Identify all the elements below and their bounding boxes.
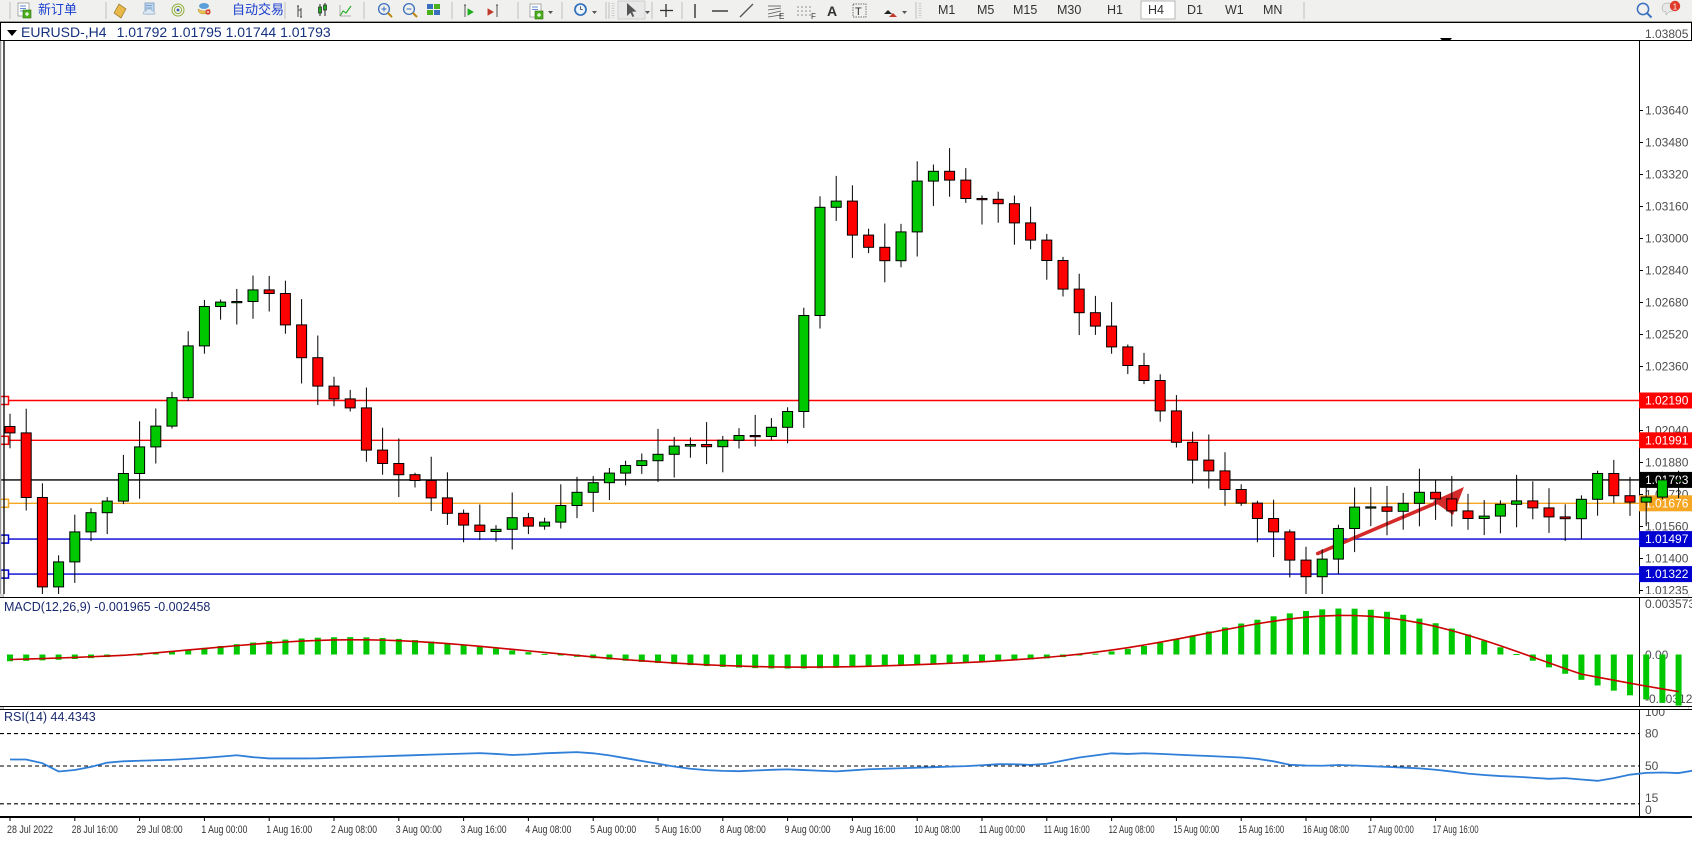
svg-text:10 Aug 08:00: 10 Aug 08:00 (914, 824, 960, 836)
svg-text:M1: M1 (938, 3, 955, 17)
svg-text:M15: M15 (1013, 3, 1037, 17)
svg-text:-0.003129: -0.003129 (1645, 692, 1692, 706)
svg-text:4 Aug 08:00: 4 Aug 08:00 (525, 824, 571, 836)
svg-text:5 Aug 16:00: 5 Aug 16:00 (655, 824, 701, 836)
svg-text:1 Aug 16:00: 1 Aug 16:00 (266, 824, 312, 836)
svg-text:1: 1 (1673, 2, 1678, 11)
svg-text:RSI(14) 44.4343: RSI(14) 44.4343 (4, 710, 96, 724)
svg-text:E: E (779, 12, 784, 21)
svg-text:D1: D1 (1187, 3, 1203, 17)
svg-text:A: A (827, 3, 837, 19)
svg-text:50: 50 (1645, 759, 1659, 773)
svg-text:28 Jul 16:00: 28 Jul 16:00 (72, 824, 118, 836)
svg-text:12 Aug 08:00: 12 Aug 08:00 (1109, 824, 1155, 836)
svg-text:1.02360: 1.02360 (1645, 360, 1689, 374)
svg-text:9 Aug 00:00: 9 Aug 00:00 (785, 824, 831, 836)
svg-text:1.01991: 1.01991 (1645, 433, 1689, 447)
svg-text:11 Aug 00:00: 11 Aug 00:00 (979, 824, 1025, 836)
svg-text:1.01400: 1.01400 (1645, 552, 1689, 566)
svg-text:15 Aug 00:00: 15 Aug 00:00 (1173, 824, 1219, 836)
svg-text:16 Aug 08:00: 16 Aug 08:00 (1303, 824, 1349, 836)
svg-text:新订单: 新订单 (38, 2, 77, 17)
svg-text:29 Jul 08:00: 29 Jul 08:00 (137, 824, 183, 836)
svg-text:28 Jul 2022: 28 Jul 2022 (7, 824, 53, 836)
svg-text:F: F (811, 12, 816, 21)
svg-text:17 Aug 00:00: 17 Aug 00:00 (1368, 824, 1414, 836)
svg-text:1.03160: 1.03160 (1645, 200, 1689, 214)
svg-text:1.02520: 1.02520 (1645, 328, 1689, 342)
svg-text:T: T (855, 6, 862, 18)
svg-text:1.01880: 1.01880 (1645, 456, 1689, 470)
svg-text:3 Aug 00:00: 3 Aug 00:00 (396, 824, 442, 836)
svg-text:1.02840: 1.02840 (1645, 264, 1689, 278)
svg-text:11 Aug 16:00: 11 Aug 16:00 (1044, 824, 1090, 836)
svg-text:1 Aug 00:00: 1 Aug 00:00 (201, 824, 247, 836)
svg-text:1.03640: 1.03640 (1645, 104, 1689, 118)
svg-text:H4: H4 (1148, 3, 1164, 17)
svg-text:0.003573: 0.003573 (1645, 598, 1692, 611)
svg-text:H1: H1 (1107, 3, 1123, 17)
svg-text:8 Aug 08:00: 8 Aug 08:00 (720, 824, 766, 836)
svg-text:100: 100 (1645, 710, 1665, 719)
svg-text:17 Aug 16:00: 17 Aug 16:00 (1433, 824, 1479, 836)
svg-text:15 Aug 16:00: 15 Aug 16:00 (1238, 824, 1284, 836)
svg-text:M5: M5 (977, 3, 994, 17)
svg-text:2 Aug 08:00: 2 Aug 08:00 (331, 824, 377, 836)
svg-text:MN: MN (1263, 3, 1282, 17)
svg-text:1.03000: 1.03000 (1645, 232, 1689, 246)
svg-text:1.03480: 1.03480 (1645, 136, 1689, 150)
svg-text:9 Aug 16:00: 9 Aug 16:00 (849, 824, 895, 836)
svg-text:1.01497: 1.01497 (1645, 532, 1689, 546)
svg-text:1.01322: 1.01322 (1645, 567, 1689, 581)
svg-text:W1: W1 (1225, 3, 1244, 17)
svg-text:1.02190: 1.02190 (1645, 394, 1689, 408)
svg-text:MACD(12,26,9) -0.001965 -0.002: MACD(12,26,9) -0.001965 -0.002458 (4, 600, 210, 614)
svg-text:自动交易: 自动交易 (232, 2, 284, 17)
svg-text:3 Aug 16:00: 3 Aug 16:00 (461, 824, 507, 836)
svg-text:5 Aug 00:00: 5 Aug 00:00 (590, 824, 636, 836)
svg-text:0: 0 (1645, 803, 1652, 816)
svg-text:1.01235: 1.01235 (1645, 584, 1689, 595)
svg-text:1.02680: 1.02680 (1645, 296, 1689, 310)
svg-text:80: 80 (1645, 727, 1659, 741)
svg-text:1.03320: 1.03320 (1645, 168, 1689, 182)
svg-text:M30: M30 (1057, 3, 1081, 17)
